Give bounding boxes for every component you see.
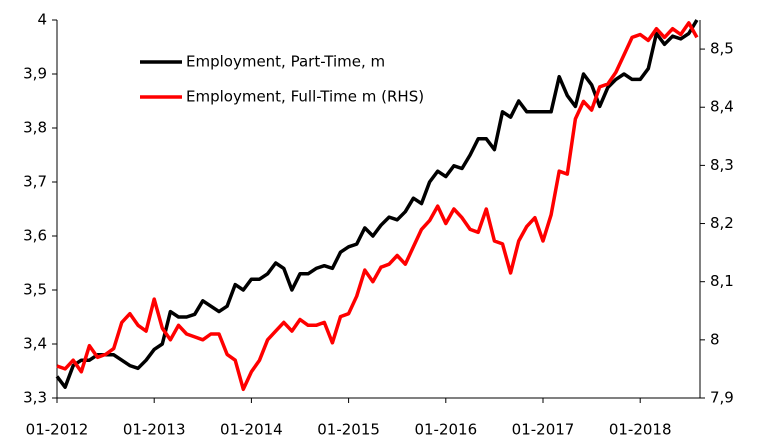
- y2-tick-label: 8,1: [710, 272, 734, 290]
- y2-tick-label: 8: [710, 330, 720, 348]
- y2-tick-label: 8,5: [710, 40, 734, 58]
- x-tick-label: 01-2015: [317, 421, 380, 439]
- y-tick-label: 3,7: [23, 173, 47, 191]
- y2-tick-label: 8,4: [710, 98, 734, 116]
- y2-tick-label: 8,2: [710, 214, 734, 232]
- y2-tick-label: 8,3: [710, 156, 734, 174]
- x-tick-label: 01-2017: [512, 421, 575, 439]
- x-tick-label: 01-2016: [414, 421, 477, 439]
- x-tick-label: 01-2012: [26, 421, 89, 439]
- x-tick-label: 01-2013: [123, 421, 186, 439]
- series-line: [55, 19, 699, 389]
- y-tick-label: 3,5: [23, 281, 47, 299]
- legend-label: Employment, Full-Time m (RHS): [186, 88, 424, 106]
- y-tick-label: 3,8: [23, 119, 47, 137]
- y-tick-label: 3,9: [23, 65, 47, 83]
- y-tick-label: 4: [37, 11, 47, 29]
- series-line: [56, 21, 699, 392]
- y-tick-label: 3,3: [23, 389, 47, 407]
- legend-label: Employment, Part-Time, m: [186, 53, 385, 71]
- y-tick-label: 3,4: [23, 335, 47, 353]
- x-tick-label: 01-2014: [220, 421, 283, 439]
- y-tick-label: 3,6: [23, 227, 47, 245]
- y2-tick-label: 7,9: [710, 389, 734, 407]
- x-tick-label: 01-2018: [609, 421, 672, 439]
